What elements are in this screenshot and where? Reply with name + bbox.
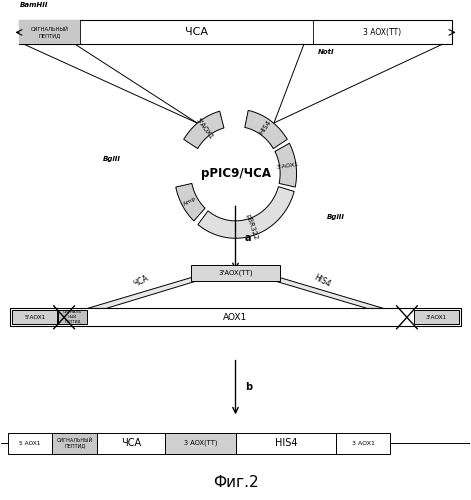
Text: 3 AOX(ТТ): 3 AOX(ТТ) [184, 440, 217, 446]
Text: СИГНАЛЬНЫЙ
ПЕПТИД: СИГНАЛЬНЫЙ ПЕПТИД [31, 27, 69, 38]
Text: BamHII: BamHII [19, 2, 48, 8]
Text: Amp: Amp [182, 196, 197, 207]
Text: 3 AOX1: 3 AOX1 [352, 440, 375, 446]
Bar [8, 432, 52, 454]
Polygon shape [88, 276, 214, 308]
Bar [414, 310, 459, 324]
Text: 3': 3' [438, 313, 446, 322]
Text: pPIC9/ЧСА: pPIC9/ЧСА [201, 167, 270, 180]
Text: ЧСА: ЧСА [132, 274, 151, 288]
Text: BglII: BglII [103, 156, 121, 162]
Bar [12, 310, 57, 324]
Bar [52, 432, 97, 454]
Bar [165, 432, 236, 454]
Text: NotI: NotI [318, 50, 334, 56]
Text: BglII: BglII [327, 214, 345, 220]
Text: СИГНАЛЬНЫЙ
ПЕПТИД: СИГНАЛЬНЫЙ ПЕПТИД [57, 438, 93, 448]
Text: ЧСА: ЧСА [121, 438, 141, 448]
Text: 5': 5' [25, 313, 33, 322]
Text: HIS4: HIS4 [312, 273, 332, 289]
Bar [58, 310, 87, 324]
Polygon shape [257, 276, 383, 308]
Polygon shape [176, 184, 205, 221]
Text: 3 AOX(TT): 3 AOX(TT) [363, 28, 401, 37]
Bar [191, 265, 280, 281]
Text: HIS4: HIS4 [275, 438, 297, 448]
Text: HIS4: HIS4 [259, 120, 273, 136]
Polygon shape [198, 186, 294, 238]
Polygon shape [275, 144, 297, 187]
Text: AOX1: AOX1 [223, 313, 248, 322]
Bar [10, 308, 461, 326]
Bar [19, 20, 80, 44]
Text: pBR322: pBR322 [245, 213, 259, 240]
Text: Фиг.2: Фиг.2 [213, 476, 258, 490]
Bar [336, 432, 390, 454]
Bar [19, 20, 452, 44]
Text: 5'AOX1: 5'AOX1 [24, 314, 46, 320]
Text: ЧСА: ЧСА [185, 28, 208, 38]
Text: 5'AOX1: 5'AOX1 [194, 117, 214, 140]
Text: 3'AOX(ТТ): 3'AOX(ТТ) [218, 270, 253, 276]
Text: СИГНАЛЬ
НЫЙ
ПЕПТИД: СИГНАЛЬ НЫЙ ПЕПТИД [63, 310, 82, 324]
Text: 5 AOX1: 5 AOX1 [19, 440, 41, 446]
Bar [97, 432, 165, 454]
Text: b: b [245, 382, 252, 392]
Text: 3'AOX1: 3'AOX1 [426, 314, 447, 320]
Polygon shape [245, 110, 287, 148]
Bar [236, 432, 336, 454]
Text: a: a [245, 234, 252, 243]
Text: 3'AOX1: 3'AOX1 [276, 162, 300, 170]
Polygon shape [184, 111, 224, 148]
